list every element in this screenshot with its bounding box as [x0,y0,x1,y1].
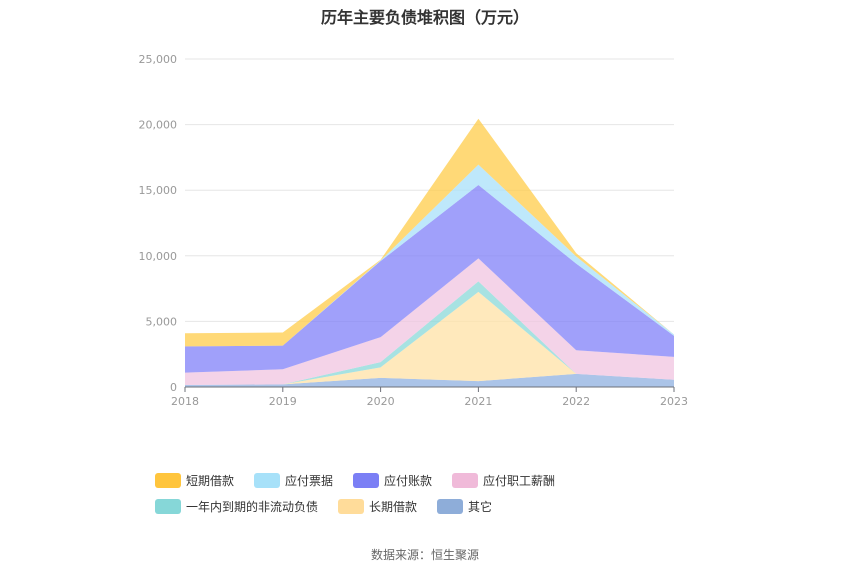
legend-swatch [254,473,281,488]
x-tick-label: 2019 [269,395,297,408]
x-tick-label: 2020 [367,395,395,408]
legend-label: 其它 [468,500,493,514]
legend-item[interactable]: 应付账款 [353,472,432,489]
legend-item[interactable]: 短期借款 [155,472,234,489]
stacked-area-chart: 0 5,000 10,000 15,000 20,000 25,000 2018 2019 20… [139,53,689,408]
x-tick-label: 2022 [562,395,590,408]
legend-label: 应付职工薪酬 [483,474,556,488]
y-tick-label: 5,000 [146,315,178,328]
legend-swatch [155,499,181,514]
legend-item[interactable]: 应付票据 [254,472,333,489]
legend-swatch [353,473,380,488]
legend-swatch [437,499,464,514]
legend-item[interactable]: 应付职工薪酬 [452,472,555,489]
legend-label: 应付账款 [384,474,433,488]
area-应付账款 [185,184,674,373]
legend-label: 应付票据 [285,474,334,488]
legend-label: 一年内到期的非流动负债 [186,500,319,514]
x-tick-label: 2023 [660,395,688,408]
area-长期借款 [185,291,674,386]
legend-item[interactable]: 一年内到期的非流动负债 [155,498,318,515]
axes: 0 5,000 10,000 15,000 20,000 25,000 2018 2019 20… [139,53,689,408]
area-series [185,118,674,387]
legend-swatch [452,473,479,488]
legend-item[interactable]: 其它 [437,498,492,515]
legend-swatch [338,499,365,514]
y-tick-label: 10,000 [139,250,178,263]
y-tick-label: 25,000 [139,53,178,66]
y-tick-label: 0 [170,381,177,394]
data-source: 数据来源：恒生聚源 [370,548,479,562]
legend-label: 长期借款 [369,500,418,514]
chart-title: 历年主要负债堆积图（万元） [320,8,529,27]
area-应付职工薪酬 [185,258,674,386]
legend-item[interactable]: 长期借款 [338,498,417,515]
legend-swatch [155,473,181,488]
y-tick-label: 20,000 [139,119,178,132]
x-tick-label: 2018 [171,395,199,408]
legend: 短期借款 应付票据 应付账款 应付职工薪酬一年内到期的非流动负债 长期借款 其它 [155,472,755,515]
area-其它 [185,373,674,387]
x-tick-label: 2021 [464,395,492,408]
legend-label: 短期借款 [186,474,235,488]
y-tick-label: 15,000 [139,184,178,197]
